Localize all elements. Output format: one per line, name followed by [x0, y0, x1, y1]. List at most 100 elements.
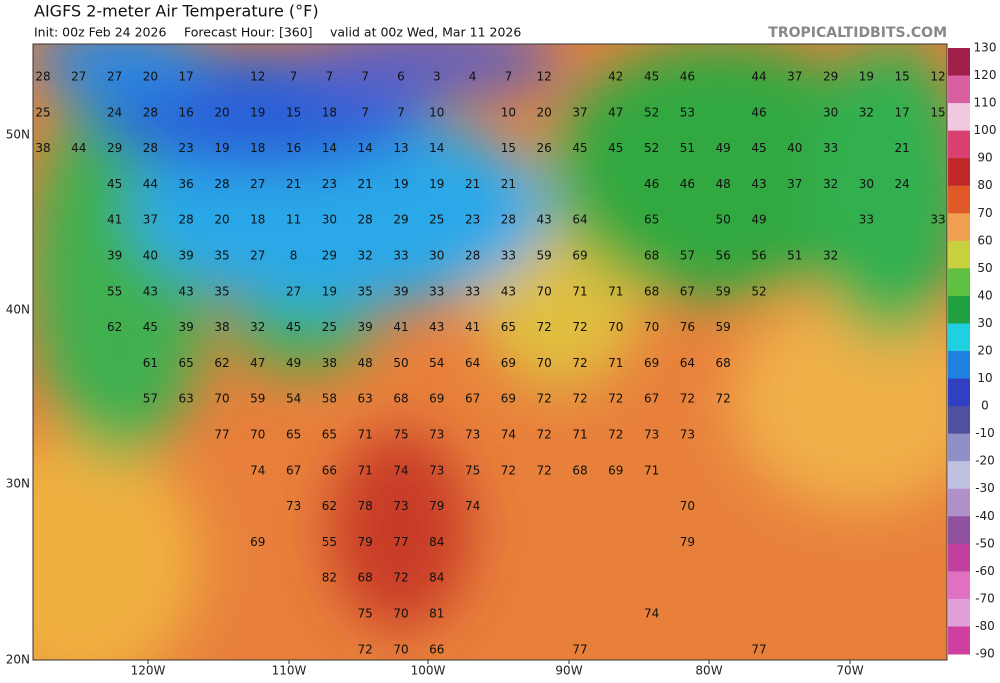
station-value: 73	[393, 499, 408, 513]
colorbar-label: -20	[975, 454, 995, 468]
station-value: 49	[751, 213, 766, 227]
station-value: 70	[393, 642, 408, 656]
station-value: 68	[644, 249, 659, 263]
station-value: 72	[537, 392, 552, 406]
station-value: 44	[143, 177, 158, 191]
colorbar-label: 90	[977, 151, 992, 165]
station-value: 35	[358, 284, 373, 298]
station-value: 65	[644, 213, 659, 227]
station-value: 25	[322, 320, 337, 334]
station-value: 68	[393, 392, 408, 406]
station-value: 17	[179, 70, 194, 84]
station-value: 64	[465, 356, 480, 370]
station-value: 69	[250, 535, 265, 549]
station-value: 45	[608, 141, 623, 155]
station-value: 73	[680, 428, 695, 442]
colorbar-label: 60	[977, 233, 992, 247]
station-value: 68	[716, 356, 731, 370]
colorbar-segment	[948, 433, 970, 462]
station-value: 43	[429, 320, 444, 334]
station-value: 70	[214, 392, 229, 406]
colorbar-segment	[948, 213, 970, 242]
station-value: 67	[286, 463, 301, 477]
station-value: 37	[143, 213, 158, 227]
station-value: 23	[322, 177, 337, 191]
colorbar-label: -90	[975, 647, 995, 661]
station-value: 57	[143, 392, 158, 406]
station-value: 72	[572, 320, 587, 334]
station-value: 64	[572, 213, 587, 227]
colorbar-segment	[948, 351, 970, 380]
colorbar-segment	[948, 598, 970, 627]
station-value: 12	[930, 70, 945, 84]
station-value: 11	[286, 213, 301, 227]
station-value: 27	[71, 70, 86, 84]
station-value: 71	[572, 428, 587, 442]
station-value: 14	[322, 141, 337, 155]
station-value: 47	[250, 356, 265, 370]
colorbar-label: -60	[975, 564, 995, 578]
station-value: 70	[608, 320, 623, 334]
station-value: 39	[358, 320, 373, 334]
colorbar-segment	[948, 461, 970, 490]
station-value: 23	[465, 213, 480, 227]
station-value: 50	[716, 213, 731, 227]
station-value: 30	[823, 105, 838, 119]
station-value: 7	[290, 70, 298, 84]
station-value: 29	[322, 249, 337, 263]
station-value: 15	[286, 105, 301, 119]
station-value: 49	[286, 356, 301, 370]
colorbar-label: -80	[975, 619, 995, 633]
station-value: 23	[179, 141, 194, 155]
station-value: 72	[572, 356, 587, 370]
station-value: 57	[680, 249, 695, 263]
station-value: 28	[35, 70, 50, 84]
longitude-label: 110W	[272, 664, 307, 678]
station-value: 19	[214, 141, 229, 155]
station-value: 72	[393, 571, 408, 585]
station-value: 76	[680, 320, 695, 334]
station-value: 69	[501, 392, 516, 406]
station-value: 45	[107, 177, 122, 191]
station-value: 37	[572, 105, 587, 119]
station-value: 19	[393, 177, 408, 191]
station-value: 77	[572, 642, 587, 656]
station-value: 37	[787, 70, 802, 84]
station-value: 81	[429, 607, 444, 621]
station-value: 79	[680, 535, 695, 549]
station-value: 43	[179, 284, 194, 298]
valid-time: valid at 00z Wed, Mar 11 2026	[330, 25, 521, 40]
station-value: 8	[290, 249, 298, 263]
station-value: 27	[107, 70, 122, 84]
station-value: 64	[680, 356, 695, 370]
station-value: 73	[286, 499, 301, 513]
station-value: 72	[501, 463, 516, 477]
station-value: 72	[537, 320, 552, 334]
colorbar-label: -30	[975, 481, 995, 495]
station-value: 73	[465, 428, 480, 442]
station-value: 65	[179, 356, 194, 370]
station-value: 41	[465, 320, 480, 334]
station-value: 17	[895, 105, 910, 119]
station-value: 38	[322, 356, 337, 370]
station-value: 61	[143, 356, 158, 370]
station-value: 45	[143, 320, 158, 334]
station-value: 45	[572, 141, 587, 155]
temperature-field	[33, 44, 947, 660]
colorbar-label: 10	[977, 371, 992, 385]
station-value: 32	[859, 105, 874, 119]
station-value: 77	[214, 428, 229, 442]
station-value: 7	[505, 70, 513, 84]
station-value: 45	[751, 141, 766, 155]
station-value: 7	[326, 70, 334, 84]
station-value: 72	[716, 392, 731, 406]
station-value: 45	[644, 70, 659, 84]
station-value: 14	[429, 141, 444, 155]
station-value: 50	[393, 356, 408, 370]
station-value: 36	[179, 177, 194, 191]
station-value: 33	[859, 213, 874, 227]
station-value: 46	[680, 70, 695, 84]
colorbar-segment	[948, 516, 970, 545]
colorbar-label: 120	[974, 68, 997, 82]
